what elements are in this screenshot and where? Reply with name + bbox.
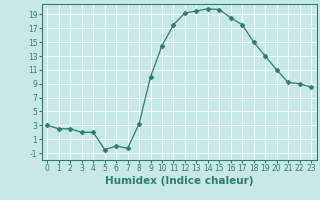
X-axis label: Humidex (Indice chaleur): Humidex (Indice chaleur) — [105, 176, 253, 186]
